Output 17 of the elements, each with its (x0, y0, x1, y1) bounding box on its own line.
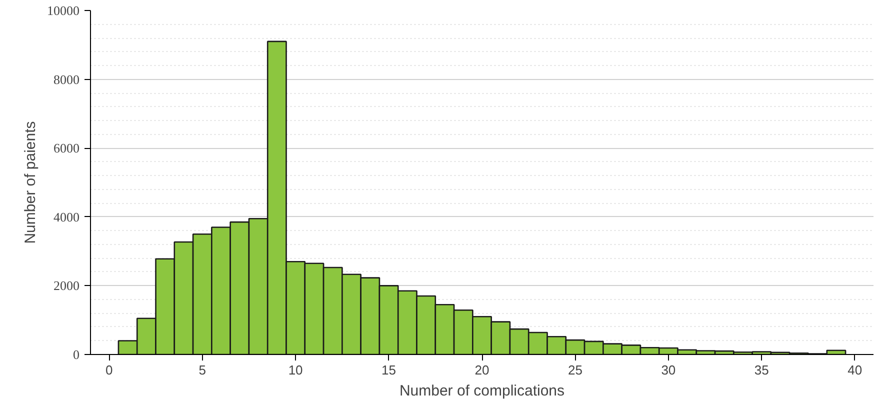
y-tick-label: 4000 (54, 209, 80, 224)
y-axis-title: Number of paients (22, 121, 39, 244)
x-tick-label: 25 (568, 362, 582, 378)
y-tick-label: 10000 (47, 3, 80, 18)
y-tick-label: 2000 (54, 278, 80, 294)
x-tick-label: 5 (198, 362, 206, 378)
x-tick-label: 40 (848, 362, 862, 378)
x-tick-label: 20 (474, 362, 490, 378)
x-tick-label: 35 (754, 362, 769, 378)
x-axis-title: Number of complications (399, 382, 565, 400)
x-tick-label: 15 (382, 362, 396, 378)
y-tick-label: 6000 (54, 140, 80, 156)
x-tick-label: 10 (288, 362, 303, 378)
y-tick-label: 8000 (54, 72, 80, 87)
y-tick-label: 0 (73, 347, 80, 362)
x-tick-label: 0 (106, 362, 113, 378)
x-tick-label: 30 (661, 362, 676, 378)
